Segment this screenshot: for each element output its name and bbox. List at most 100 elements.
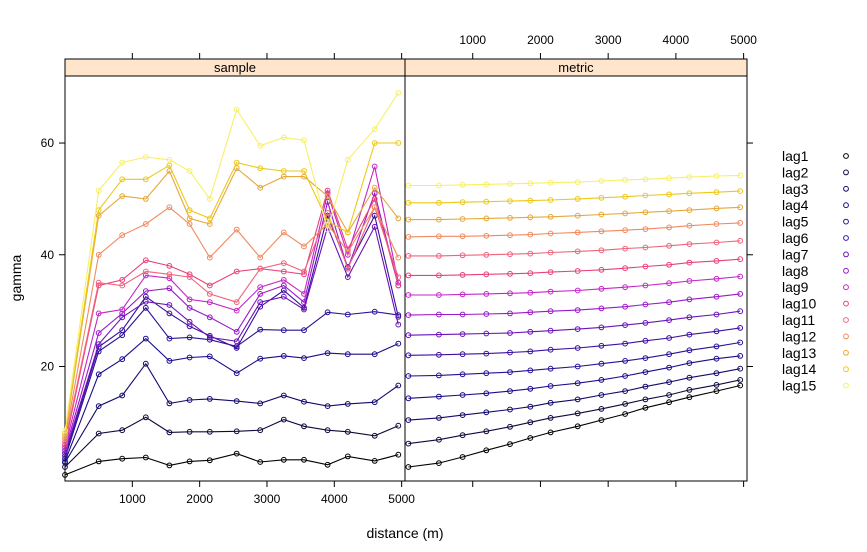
point-lag11-sample-11 xyxy=(324,210,331,216)
legend-marker-lag9 xyxy=(843,284,849,291)
series-lag5-metric xyxy=(405,339,744,379)
point-lag1-metric-11 xyxy=(666,399,672,406)
point-lag7-metric-11 xyxy=(666,317,672,324)
point-lag15-metric-0 xyxy=(405,182,412,189)
point-lag15-sample-10 xyxy=(301,137,307,144)
point-lag2-metric-2 xyxy=(459,432,466,439)
point-lag8-sample-2 xyxy=(119,310,126,317)
point-lag9-metric-12 xyxy=(686,278,693,284)
point-lag12-sample-8 xyxy=(257,254,264,261)
point-lag8-metric-7 xyxy=(574,307,581,314)
x-tick-label-top-1000: 1000 xyxy=(459,33,486,47)
point-lag9-sample-13 xyxy=(371,163,378,170)
point-lag6-sample-7 xyxy=(233,345,240,351)
series-lag7-metric xyxy=(405,308,744,339)
point-lag3-metric-0 xyxy=(405,417,412,424)
point-lag1-metric-3 xyxy=(483,447,490,454)
point-lag15-metric-2 xyxy=(459,182,466,188)
series-line-lag5-sample xyxy=(64,306,399,459)
point-lag10-sample-4 xyxy=(166,263,173,269)
point-lag6-metric-6 xyxy=(547,346,554,353)
point-lag5-metric-4 xyxy=(507,369,513,376)
point-lag9-metric-13 xyxy=(713,275,720,282)
point-lag4-metric-4 xyxy=(507,388,513,395)
point-lag13-metric-7 xyxy=(574,212,581,219)
point-lag1-sample-3 xyxy=(142,454,149,461)
point-lag8-sample-6 xyxy=(206,314,213,321)
point-lag8-metric-2 xyxy=(459,311,466,318)
point-lag15-metric-5 xyxy=(527,180,534,187)
legend-marker-lag3 xyxy=(843,185,849,192)
point-lag7-sample-1 xyxy=(95,341,102,348)
point-lag9-sample-4 xyxy=(166,275,173,282)
point-lag13-sample-9 xyxy=(280,173,287,180)
panel-metric-frame xyxy=(404,75,748,482)
series-line-lag8-sample xyxy=(64,191,399,451)
point-lag8-sample-13 xyxy=(371,190,378,197)
point-lag12-metric-10 xyxy=(642,226,649,233)
series-lag5-sample xyxy=(62,304,402,462)
series-lag7-sample xyxy=(62,223,402,457)
point-lag15-metric-12 xyxy=(686,174,693,181)
point-lag15-metric-10 xyxy=(642,176,649,183)
point-lag14-metric-14 xyxy=(737,188,744,195)
point-lag7-metric-12 xyxy=(686,314,693,321)
point-lag11-sample-6 xyxy=(206,291,213,297)
series-line-lag14-sample xyxy=(64,142,399,434)
axes: 1000 1000 2000 2000 3000 3000 4000 4000 5000 5000… xyxy=(41,33,758,506)
point-lag7-sample-13 xyxy=(371,223,378,230)
legend-label-lag1: lag1 xyxy=(782,148,809,164)
legend-label-lag15: lag15 xyxy=(782,378,816,394)
point-lag2-metric-11 xyxy=(666,392,672,398)
series-line-lag9-metric xyxy=(408,275,741,296)
legend-label-lag5: lag5 xyxy=(782,214,809,230)
series-line-lag10-metric xyxy=(408,258,741,276)
series-line-lag6-metric xyxy=(408,327,741,356)
point-lag10-metric-6 xyxy=(547,269,554,276)
point-lag9-sample-9 xyxy=(280,277,287,283)
point-lag14-metric-1 xyxy=(436,199,442,206)
point-lag6-metric-2 xyxy=(459,351,466,358)
point-lag7-sample-8 xyxy=(257,299,264,306)
legend-label-lag10: lag10 xyxy=(782,296,816,312)
point-lag9-metric-3 xyxy=(483,291,490,297)
series-lag14-sample xyxy=(62,140,402,437)
point-lag2-metric-14 xyxy=(737,377,744,383)
legend-marker-lag6 xyxy=(843,235,849,241)
point-lag7-metric-14 xyxy=(737,308,744,315)
point-lag4-sample-9 xyxy=(280,353,287,359)
point-lag10-metric-9 xyxy=(622,265,628,272)
point-lag5-sample-8 xyxy=(257,326,264,333)
point-lag3-metric-11 xyxy=(666,379,672,386)
point-lag14-sample-2 xyxy=(119,176,126,183)
point-lag5-metric-10 xyxy=(642,355,649,362)
point-lag8-sample-10 xyxy=(301,299,307,306)
point-lag1-metric-10 xyxy=(642,404,649,411)
legend-label-lag3: lag3 xyxy=(782,181,809,197)
point-lag15-metric-8 xyxy=(598,178,605,184)
point-lag4-sample-1 xyxy=(95,371,102,378)
series-line-lag8-metric xyxy=(408,293,741,316)
point-lag6-sample-2 xyxy=(119,327,126,334)
point-lag2-sample-5 xyxy=(186,428,193,435)
point-lag6-sample-4 xyxy=(166,310,173,317)
point-lag3-sample-4 xyxy=(166,400,173,407)
point-lag12-sample-13 xyxy=(371,204,378,211)
point-lag11-metric-12 xyxy=(686,241,693,248)
legend-marker-lag4 xyxy=(843,202,849,209)
point-lag11-metric-11 xyxy=(666,242,672,249)
legend-label-lag8: lag8 xyxy=(782,263,809,279)
point-lag8-metric-12 xyxy=(686,296,693,303)
point-lag12-sample-12 xyxy=(344,249,351,255)
series-line-lag14-metric xyxy=(408,190,741,204)
point-lag3-sample-7 xyxy=(233,398,240,405)
series-lag9-metric xyxy=(405,273,744,298)
point-lag9-metric-2 xyxy=(459,291,466,298)
point-lag2-sample-2 xyxy=(119,427,126,434)
point-lag14-metric-7 xyxy=(574,196,581,202)
y-tick-label-20: 20 xyxy=(41,359,55,373)
point-lag9-sample-2 xyxy=(119,306,126,313)
point-lag1-sample-12 xyxy=(344,453,351,460)
point-lag1-metric-9 xyxy=(622,411,628,417)
point-lag9-metric-6 xyxy=(547,288,554,295)
